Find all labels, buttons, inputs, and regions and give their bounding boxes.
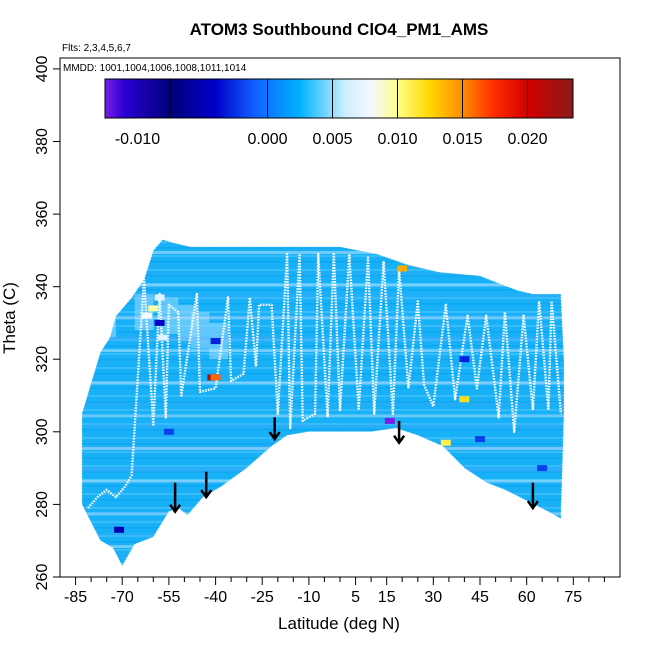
x-tick-label: 5 xyxy=(351,589,360,606)
dates-label: MMDD: 1001,1004,1006,1008,1011,1014 xyxy=(63,63,247,74)
y-axis-label: Theta (C) xyxy=(0,282,19,354)
x-tick-label: 60 xyxy=(518,589,536,606)
hotspot xyxy=(142,312,153,319)
x-tick-label: 45 xyxy=(471,589,489,606)
arrow-marker xyxy=(393,420,406,445)
hotspot xyxy=(537,465,548,472)
arrow-marker xyxy=(169,482,182,514)
y-tick-label: 340 xyxy=(34,273,51,300)
hotspot xyxy=(148,305,159,312)
y-tick-label: 300 xyxy=(34,418,51,445)
arrow-layer xyxy=(169,417,539,514)
x-axis: -85 -70 -55 -40 -25 -10 5 15 30 45 60 75 xyxy=(64,577,605,606)
y-tick-label: 400 xyxy=(34,55,51,82)
colorbar-tick-label: 0.020 xyxy=(507,131,547,148)
hotspot xyxy=(475,436,485,443)
flights-label: Flts: 2,3,4,5,6,7 xyxy=(62,43,131,54)
hotspot xyxy=(459,396,470,403)
colorbar: -0.010 0.000 0.005 0.010 0.015 0.020 xyxy=(104,78,574,148)
x-axis-label: Latitude (deg N) xyxy=(278,614,400,633)
arrow-marker xyxy=(268,417,281,442)
x-tick-label: -85 xyxy=(64,589,87,606)
hotspot xyxy=(154,319,165,326)
colorbar-gradient xyxy=(104,78,574,119)
arrow-marker xyxy=(200,471,213,500)
hotspot xyxy=(384,417,395,424)
x-tick-label: -70 xyxy=(111,589,134,606)
colorbar-tick-label: 0.010 xyxy=(377,131,417,148)
y-tick-label: 360 xyxy=(34,201,51,228)
flight-profile-line xyxy=(87,252,563,509)
y-tick-label: 260 xyxy=(34,564,51,591)
y-tick-label: 280 xyxy=(34,491,51,518)
hotspot xyxy=(210,338,221,345)
x-tick-label: 15 xyxy=(378,589,396,606)
hotspot xyxy=(210,374,221,381)
colorbar-tick-label: 0.005 xyxy=(312,131,352,148)
x-tick-label: -25 xyxy=(251,589,274,606)
hotspot xyxy=(163,428,174,435)
x-tick-label: 30 xyxy=(424,589,442,606)
x-tick-label: -40 xyxy=(204,589,227,606)
hotspot xyxy=(397,265,408,272)
y-tick-label: 380 xyxy=(34,128,51,155)
hotspot xyxy=(154,294,165,301)
arrow-marker xyxy=(526,482,539,511)
y-axis: 260 280 300 320 340 360 380 400 xyxy=(34,55,60,590)
hotspot xyxy=(114,526,125,533)
colorbar-tick-label: 0.015 xyxy=(442,131,482,148)
x-tick-label: -10 xyxy=(297,589,320,606)
hotspot xyxy=(157,334,168,341)
x-tick-label: 75 xyxy=(564,589,582,606)
hotspot xyxy=(459,356,470,363)
chart-title: ATOM3 Southbound ClO4_PM1_AMS xyxy=(190,20,489,39)
x-tick-label: -55 xyxy=(157,589,180,606)
y-tick-label: 320 xyxy=(34,346,51,373)
hotspot-layer xyxy=(114,265,548,533)
colorbar-tick-label: -0.010 xyxy=(115,131,160,148)
colorbar-tick-label: 0.000 xyxy=(247,131,287,148)
hotspot xyxy=(440,439,451,446)
